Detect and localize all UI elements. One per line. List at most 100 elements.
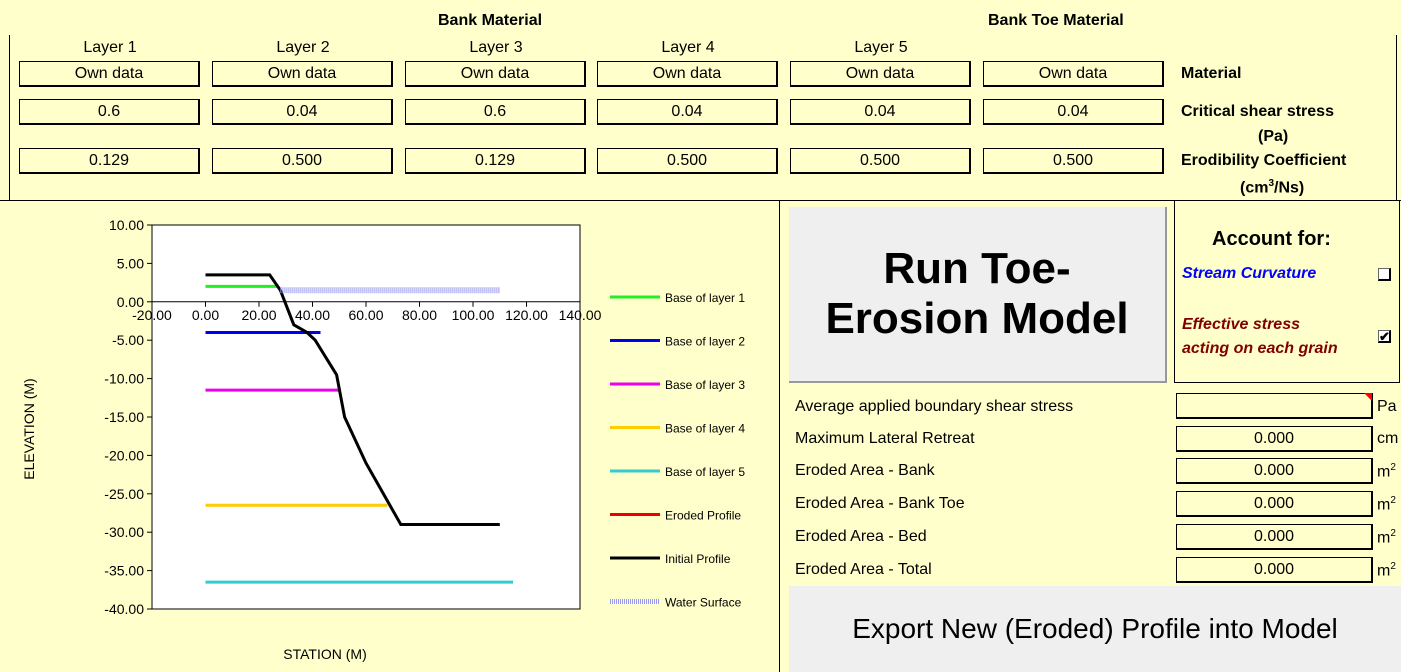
eroded-area-bank-toe-unit: m2 [1377, 495, 1396, 514]
chart-legend-label: Water Surface [665, 596, 742, 610]
eroded-area-bank-unit: m2 [1377, 462, 1396, 481]
critical-shear-cell-layer-3[interactable]: 0.6 [405, 99, 586, 125]
chart-legend: Base of layer 1 Base of layer 2 Base of la… [610, 291, 745, 610]
layer-2-heading: Layer 2 [276, 39, 330, 56]
layer-4-heading: Layer 4 [661, 39, 715, 56]
chart-legend-label: Base of layer 1 [665, 291, 745, 305]
critical-shear-cell-layer-1[interactable]: 0.6 [19, 99, 200, 125]
layer-3-heading: Layer 3 [469, 39, 523, 56]
chart-x-axis-label: STATION (M) [283, 646, 366, 662]
export-profile-button[interactable]: Export New (Eroded) Profile into Model [789, 586, 1401, 672]
erodibility-unit: (cm3/Ns) [1240, 178, 1305, 197]
erodibility-cell-toe[interactable]: 0.500 [983, 148, 1164, 174]
material-row-label: Material [1181, 65, 1242, 82]
eroded-area-bed-value[interactable]: 0.000 [1176, 524, 1373, 550]
critical-shear-label: Critical shear stress [1181, 103, 1334, 120]
chart-y-axis-label: ELEVATION (M) [21, 378, 37, 479]
chart-y-tick-label: -10.00 [104, 371, 144, 387]
chart-x-tick-label: 100.00 [452, 307, 495, 323]
critical-shear-unit: (Pa) [1258, 128, 1289, 145]
chart-legend-label: Base of layer 2 [665, 335, 745, 349]
header-right-border [1396, 35, 1397, 200]
material-cell-layer-2[interactable]: Own data [212, 61, 393, 87]
chart-y-tick-label: 10.00 [109, 217, 144, 233]
eroded-area-bank-label: Eroded Area - Bank [795, 462, 935, 479]
run-button-line-2: Erosion Model [825, 294, 1129, 343]
chart-y-tick-label: -25.00 [104, 486, 144, 502]
chart-x-tick-label: -20.00 [132, 307, 172, 323]
chart-x-tick-label: 0.00 [192, 307, 219, 323]
eroded-area-bed-unit: m2 [1377, 528, 1396, 547]
chart-x-tick-label: 120.00 [505, 307, 548, 323]
chart-legend-label: Initial Profile [665, 552, 731, 566]
chart-y-tick-label: -30.00 [104, 524, 144, 540]
chart-legend-label: Base of layer 4 [665, 422, 745, 436]
chart-legend-label: Eroded Profile [665, 509, 741, 523]
avg-shear-label: Average applied boundary shear stress [795, 398, 1074, 415]
layer-5-heading: Layer 5 [854, 39, 908, 56]
material-cell-layer-3[interactable]: Own data [405, 61, 586, 87]
profile-chart: -20.00 0.00 20.00 40.00 60.00 80.00 100.00 120.… [21, 217, 745, 662]
chart-x-tick-label: 80.00 [402, 307, 437, 323]
chart-series [205, 273, 514, 584]
chart-x-tick-label: 60.00 [348, 307, 383, 323]
erodibility-cell-layer-2[interactable]: 0.500 [212, 148, 393, 174]
erodibility-cell-layer-1[interactable]: 0.129 [19, 148, 200, 174]
chart-y-tick-label: 0.00 [117, 294, 144, 310]
effective-stress-checkbox[interactable]: ✔ [1378, 329, 1391, 344]
material-cell-layer-4[interactable]: Own data [597, 61, 778, 87]
chart-series-line [205, 273, 500, 526]
material-cell-toe[interactable]: Own data [983, 61, 1164, 87]
chart-x-tick-label: 40.00 [295, 307, 330, 323]
comment-indicator-icon [1364, 393, 1372, 401]
stream-curvature-checkbox[interactable] [1378, 268, 1391, 281]
chart-legend-label: Base of layer 3 [665, 378, 745, 392]
bank-toe-material-heading: Bank Toe Material [988, 12, 1124, 29]
effective-stress-label-1: Effective stress [1182, 316, 1300, 333]
section-divider [0, 200, 1401, 201]
avg-shear-value[interactable] [1176, 393, 1373, 419]
eroded-area-total-unit: m2 [1377, 561, 1396, 580]
max-lateral-retreat-label: Maximum Lateral Retreat [795, 430, 975, 447]
material-cell-layer-1[interactable]: Own data [19, 61, 200, 87]
avg-shear-unit: Pa [1377, 398, 1397, 415]
critical-shear-cell-layer-4[interactable]: 0.04 [597, 99, 778, 125]
chart-plot-background [151, 224, 581, 610]
erodibility-cell-layer-4[interactable]: 0.500 [597, 148, 778, 174]
account-for-title: Account for: [1212, 228, 1331, 250]
run-button-line-1: Run Toe- [883, 244, 1071, 293]
bank-material-heading: Bank Material [438, 12, 543, 29]
effective-stress-label-2: acting on each grain [1182, 340, 1338, 357]
eroded-area-bank-toe-value[interactable]: 0.000 [1176, 491, 1373, 517]
header-left-border [9, 35, 10, 200]
eroded-area-total-value[interactable]: 0.000 [1176, 557, 1373, 583]
run-toe-erosion-button[interactable]: Run Toe- Erosion Model [789, 207, 1167, 383]
eroded-area-bank-toe-label: Eroded Area - Bank Toe [795, 495, 965, 512]
chart-x-tick-label: 140.00 [559, 307, 602, 323]
chart-x-tick-label: 20.00 [241, 307, 276, 323]
chart-right-border [779, 200, 780, 672]
eroded-area-bank-value[interactable]: 0.000 [1176, 458, 1373, 484]
material-cell-layer-5[interactable]: Own data [790, 61, 971, 87]
erodibility-cell-layer-5[interactable]: 0.500 [790, 148, 971, 174]
chart-tick-labels: -20.00 0.00 20.00 40.00 60.00 80.00 100.00 120.… [104, 217, 601, 617]
chart-y-tick-label: -20.00 [104, 447, 144, 463]
chart-y-tick-label: -35.00 [104, 563, 144, 579]
critical-shear-cell-layer-5[interactable]: 0.04 [790, 99, 971, 125]
chart-y-tick-label: -40.00 [104, 601, 144, 617]
stream-curvature-label: Stream Curvature [1182, 265, 1317, 282]
chart-plot-area [147, 224, 581, 610]
chart-y-tick-label: 5.00 [117, 255, 144, 271]
account-for-panel [1174, 201, 1400, 383]
eroded-area-total-label: Eroded Area - Total [795, 561, 932, 578]
erodibility-cell-layer-3[interactable]: 0.129 [405, 148, 586, 174]
layer-1-heading: Layer 1 [83, 39, 137, 56]
critical-shear-cell-toe[interactable]: 0.04 [983, 99, 1164, 125]
max-lateral-retreat-unit: cm [1377, 430, 1399, 447]
eroded-area-bed-label: Eroded Area - Bed [795, 528, 927, 545]
erodibility-label: Erodibility Coefficient [1181, 152, 1347, 169]
chart-y-tick-label: -15.00 [104, 409, 144, 425]
chart-y-tick-label: -5.00 [112, 332, 144, 348]
critical-shear-cell-layer-2[interactable]: 0.04 [212, 99, 393, 125]
max-lateral-retreat-value[interactable]: 0.000 [1176, 426, 1373, 452]
